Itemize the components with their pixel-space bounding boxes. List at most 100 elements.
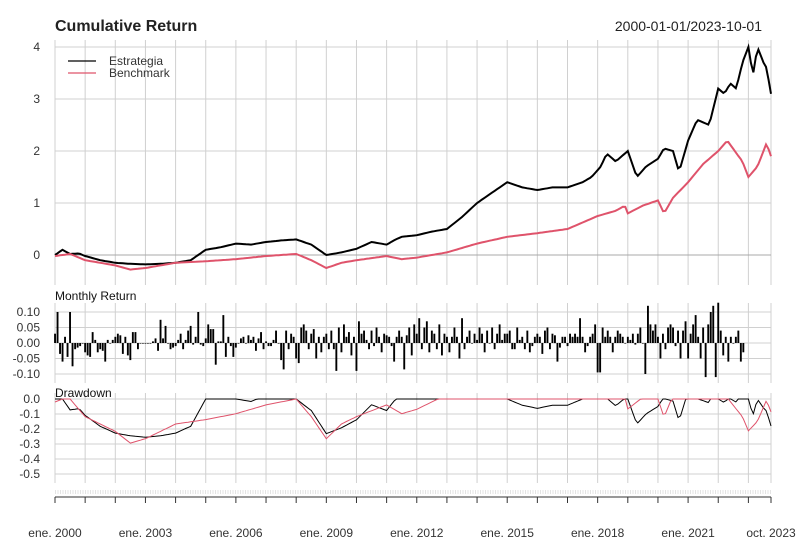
monthly-return-bar (466, 336, 468, 343)
monthly-return-bar (212, 329, 215, 343)
monthly-return-bar (199, 343, 202, 345)
monthly-return-bar (400, 336, 403, 343)
monthly-return-bar (242, 336, 245, 343)
monthly-return-bar (315, 343, 318, 359)
monthly-return-bar (742, 343, 745, 353)
monthly-return-bar (428, 343, 431, 353)
monthly-return-bar (139, 343, 142, 344)
legend: Estrategia Benchmark (68, 54, 171, 80)
monthly-return-bar (709, 312, 712, 343)
monthly-return-bar (358, 321, 360, 343)
monthly-return-bar (260, 332, 262, 343)
monthly-return-bar (677, 330, 679, 343)
monthly-return-bar (126, 343, 129, 356)
cumulative-line-benchmark (54, 140, 772, 271)
monthly-return-bar (654, 324, 657, 343)
monthly-return-bar (348, 332, 350, 343)
monthly-return-bar (403, 343, 406, 370)
monthly-return-y-tick-label: 0.00 (17, 336, 41, 350)
monthly-return-bar (106, 339, 109, 343)
legend-label-estrategia: Estrategia (109, 54, 163, 68)
monthly-return-bar (290, 333, 293, 343)
monthly-return-bar (325, 333, 328, 343)
monthly-return-bar (536, 333, 539, 343)
monthly-return-bar (729, 336, 732, 343)
drawdown-y-tick-label: -0.2 (19, 422, 40, 436)
monthly-return-bar (521, 336, 524, 343)
monthly-return-bar (164, 325, 167, 343)
monthly-return-bar (262, 343, 265, 350)
monthly-return-bar (523, 343, 526, 350)
monthly-return-bar (277, 343, 280, 344)
cumulative-y-tick-label: 2 (33, 144, 40, 158)
monthly-return-bar (591, 333, 594, 343)
monthly-return-bar (327, 343, 330, 350)
monthly-return-bar (56, 312, 59, 343)
monthly-return-bar (478, 327, 481, 343)
drawdown-y-tick-label: -0.3 (19, 437, 40, 451)
monthly-return-bar (144, 343, 147, 344)
monthly-return-bar (96, 343, 99, 353)
monthly-return-bar (197, 312, 200, 343)
monthly-return-bar (541, 343, 544, 354)
monthly-return-bar (732, 343, 735, 344)
x-tick-label: ene. 2006 (209, 526, 263, 540)
monthly-return-bar (599, 343, 602, 373)
monthly-return-bar (458, 343, 461, 359)
monthly-return-bar (365, 339, 368, 343)
monthly-return-bar (76, 343, 79, 348)
monthly-return-bar (647, 305, 649, 343)
monthly-return-bar (516, 327, 519, 343)
drawdown-y-tick-label: 0.0 (23, 392, 40, 406)
monthly-return-bar (564, 336, 566, 343)
monthly-return-bar (704, 343, 707, 378)
monthly-return-bar (189, 325, 192, 343)
monthly-return-bar (679, 343, 682, 359)
monthly-return-bar (350, 343, 353, 356)
monthly-return-bar (473, 333, 476, 343)
monthly-return-bar (739, 343, 742, 362)
monthly-return-bar (674, 343, 677, 347)
monthly-return-bar (237, 343, 240, 344)
monthly-return-bar (61, 343, 64, 362)
monthly-return-bar (423, 327, 426, 343)
monthly-return-bar (604, 336, 607, 343)
cumulative-y-tick-label: 3 (33, 92, 40, 106)
monthly-return-bar (689, 333, 692, 343)
monthly-return-bar (252, 336, 255, 343)
monthly-return-bar (272, 339, 275, 343)
monthly-return-bar (533, 336, 536, 343)
monthly-return-bar (559, 343, 561, 348)
monthly-return-y-tick-label: -0.05 (13, 352, 41, 366)
monthly-return-bar (147, 343, 149, 344)
monthly-return-bar (71, 343, 74, 367)
monthly-return-bar (451, 336, 453, 343)
monthly-return-bar (383, 333, 386, 343)
monthly-return-bar (566, 343, 569, 347)
monthly-return-bar (388, 336, 391, 343)
cumulative-y-tick-label: 1 (33, 196, 40, 210)
monthly-return-bar (461, 318, 463, 343)
monthly-return-bar (508, 330, 511, 343)
monthly-return-bar (586, 343, 589, 347)
monthly-return-bar (182, 343, 185, 350)
monthly-return-bar (692, 324, 695, 343)
monthly-return-bar (99, 343, 102, 350)
monthly-return-bar (453, 327, 456, 343)
monthly-return-bar (724, 336, 727, 343)
monthly-return-bar (375, 327, 378, 343)
monthly-return-bar (636, 333, 639, 343)
monthly-return-bar (601, 327, 604, 343)
monthly-return-bar (714, 343, 717, 378)
monthly-return-bar (589, 336, 592, 343)
x-tick-label: ene. 2000 (28, 526, 82, 540)
monthly-return-bar (378, 336, 380, 343)
monthly-return-bar (641, 343, 644, 344)
monthly-return-bar (667, 327, 669, 343)
monthly-return-bar (101, 343, 104, 351)
monthly-return-bar (506, 333, 509, 343)
monthly-return-bar (355, 343, 358, 371)
chart-marks: 012340.100.050.00-0.05-0.100.0-0.1-0.2-0… (13, 40, 796, 540)
monthly-return-bar (154, 338, 157, 343)
monthly-return-bar (131, 332, 134, 343)
